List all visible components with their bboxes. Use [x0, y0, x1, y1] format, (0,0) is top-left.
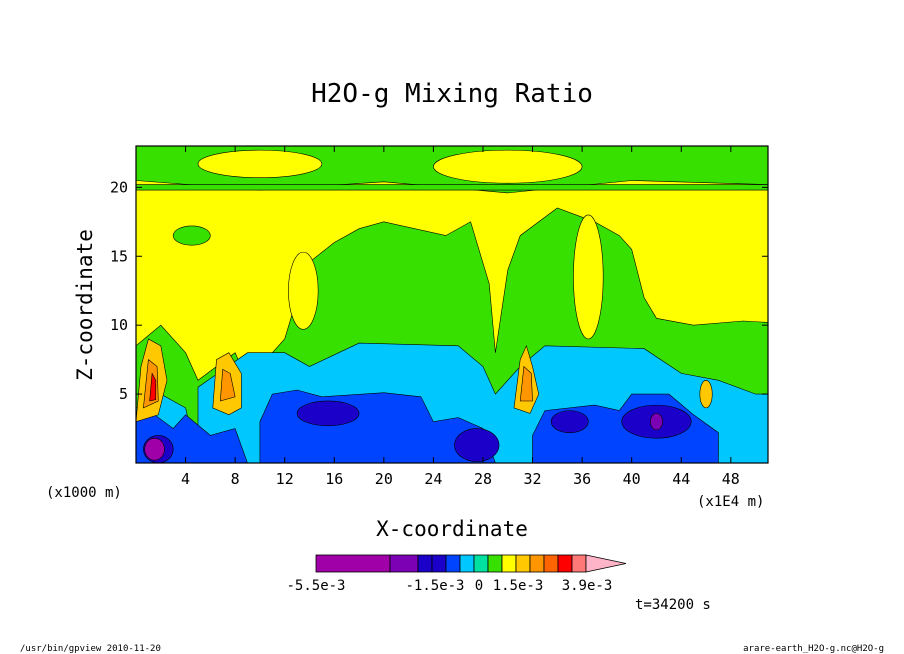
colorbar-swatch [315, 554, 391, 573]
colorbar-swatch [389, 554, 419, 573]
colorbar-swatch [515, 554, 531, 573]
field-region-warm [149, 372, 157, 402]
x-tick-label: 28 [474, 470, 492, 488]
field-region-darkblue [550, 410, 589, 433]
x-unit-right: (x1E4 m) [697, 494, 764, 510]
y-tick-label: 10 [110, 316, 128, 334]
field-region-yellow-tongue [573, 214, 604, 340]
x-tick-label: 40 [623, 470, 641, 488]
colorbar-swatch [445, 554, 461, 573]
colorbar-swatch [529, 554, 545, 573]
x-tick-label: 20 [375, 470, 393, 488]
field-region-upper-line [136, 184, 768, 191]
x-tick-label: 8 [231, 470, 240, 488]
colorbar-swatch [487, 554, 503, 573]
colorbar-swatch [459, 554, 475, 573]
field-region-green-blob [172, 225, 211, 246]
x-tick-label: 48 [722, 470, 740, 488]
time-label: t=34200 s [635, 597, 711, 613]
footer-left: /usr/bin/gpview 2010-11-20 [20, 644, 161, 654]
field-region-darkblue [454, 428, 500, 462]
colorbar-swatch [501, 554, 517, 573]
y-tick-label: 15 [110, 247, 128, 265]
y-tick-label: 20 [110, 178, 128, 196]
field-region-warm [219, 368, 236, 402]
x-tick-label: 44 [672, 470, 690, 488]
x-tick-label: 24 [424, 470, 442, 488]
colorbar-swatch [431, 554, 447, 573]
plot-frame [135, 145, 769, 464]
plot-area [136, 146, 768, 463]
y-axis-label: Z-coordinate [73, 229, 97, 381]
colorbar-swatch [473, 554, 489, 573]
x-unit-left: (x1000 m) [46, 485, 122, 501]
field-region-darkblue [296, 400, 360, 427]
field-region-warm [519, 365, 533, 402]
field-region-upper-yellow [433, 149, 583, 184]
field-region-warm [699, 380, 713, 409]
colorbar-arrow [585, 554, 627, 573]
field-region-upper-yellow [197, 149, 323, 178]
x-axis-label: X-coordinate [376, 517, 528, 541]
colorbar-label: 1.5e-3 [493, 578, 544, 594]
x-tick-label: 32 [524, 470, 542, 488]
field-region-yellow-tongue [288, 251, 319, 330]
colorbar-label: -1.5e-3 [405, 578, 464, 594]
x-tick-label: 16 [325, 470, 343, 488]
y-axis: 5 10 15 20 [110, 178, 768, 403]
field-region-purple [649, 413, 663, 431]
colorbar-swatch [543, 554, 559, 573]
colorbar: -5.5e-3 -1.5e-3 0 1.5e-3 3.9e-3 [286, 554, 627, 594]
x-tick-label: 36 [573, 470, 591, 488]
colorbar-swatch [557, 554, 573, 573]
colorbar-swatch [571, 554, 587, 573]
colorbar-swatch [417, 554, 433, 573]
x-axis: 4 8 12 16 20 24 28 32 36 40 44 48 [181, 146, 740, 488]
y-tick-label: 5 [119, 385, 128, 403]
x-tick-label: 4 [181, 470, 190, 488]
colorbar-label: -5.5e-3 [286, 578, 345, 594]
colorbar-label: 3.9e-3 [562, 578, 613, 594]
chart-title: H2O-g Mixing Ratio [311, 79, 593, 109]
colorbar-label: 0 [475, 578, 483, 594]
field-region-purple [144, 437, 165, 461]
x-tick-label: 12 [276, 470, 294, 488]
footer-right: arare-earth_H2O-g.nc@H2O-g [743, 644, 884, 654]
